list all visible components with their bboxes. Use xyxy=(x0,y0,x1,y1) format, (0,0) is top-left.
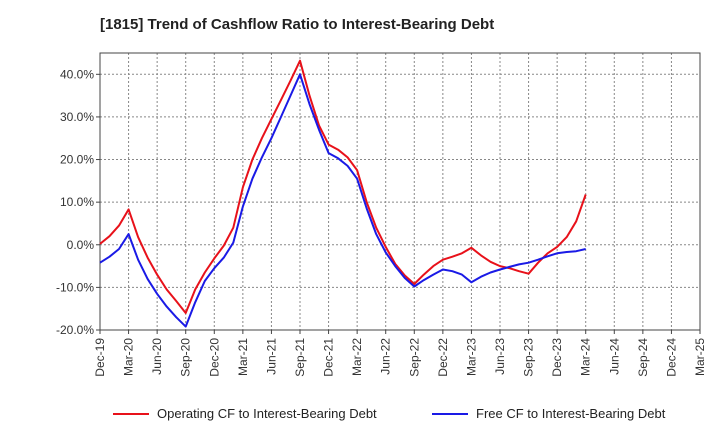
y-tick-label: -10.0% xyxy=(56,280,94,294)
x-tick-label: Dec-22 xyxy=(436,338,450,377)
legend-label-operating: Operating CF to Interest-Bearing Debt xyxy=(157,406,377,421)
legend-item-operating: Operating CF to Interest-Bearing Debt xyxy=(113,406,377,421)
operating-cf-line xyxy=(99,59,587,314)
x-tick-label: Sep-21 xyxy=(293,338,307,377)
x-tick-label: Mar-25 xyxy=(693,338,707,376)
x-tick-label: Mar-22 xyxy=(350,338,364,376)
y-tick-label: 0.0% xyxy=(67,238,95,252)
series-lines xyxy=(99,59,587,328)
y-tick-label: 40.0% xyxy=(60,67,94,81)
x-tick-label: Dec-24 xyxy=(664,338,678,377)
x-tick-label: Jun-20 xyxy=(150,338,164,375)
x-tick-label: Sep-22 xyxy=(407,338,421,377)
chart-title: [1815] Trend of Cashflow Ratio to Intere… xyxy=(100,16,495,33)
y-tick-label: 10.0% xyxy=(60,195,94,209)
axes xyxy=(96,52,701,334)
legend-swatch-free xyxy=(432,412,468,415)
y-tick-label: 30.0% xyxy=(60,110,94,124)
x-tick-label: Dec-23 xyxy=(550,338,564,377)
free-cf-line xyxy=(99,73,586,328)
legend-label-free: Free CF to Interest-Bearing Debt xyxy=(476,406,666,421)
legend-swatch-operating xyxy=(113,412,149,415)
y-tick-labels: -20.0% -10.0% 0.0% 10.0% 20.0% 30.0% 40.0% xyxy=(56,67,94,337)
x-tick-label: Sep-23 xyxy=(522,338,536,377)
x-tick-label: Mar-21 xyxy=(236,338,250,376)
x-tick-label: Jun-24 xyxy=(607,338,621,375)
legend: Operating CF to Interest-Bearing Debt Fr… xyxy=(0,400,720,430)
x-tick-label: Jun-22 xyxy=(379,338,393,375)
x-tick-label: Mar-24 xyxy=(579,338,593,376)
x-tick-label: Jun-21 xyxy=(264,338,278,375)
x-tick-label: Dec-20 xyxy=(207,338,221,377)
x-tick-label: Mar-20 xyxy=(122,338,136,376)
y-tick-label: -20.0% xyxy=(56,323,94,337)
x-tick-label: Sep-24 xyxy=(636,338,650,377)
grid-lines xyxy=(99,53,701,331)
line-chart: -20.0% -10.0% 0.0% 10.0% 20.0% 30.0% 40.0% Dec… xyxy=(56,52,707,377)
legend-item-free: Free CF to Interest-Bearing Debt xyxy=(432,406,665,421)
x-tick-label: Mar-23 xyxy=(464,338,478,376)
x-tick-labels: Dec-19 Mar-20 Jun-20 Sep-20 Dec-20 Mar-21 Jun-… xyxy=(93,338,707,377)
x-tick-label: Dec-19 xyxy=(93,338,107,377)
plot-frame xyxy=(99,52,701,331)
x-tick-label: Jun-23 xyxy=(493,338,507,375)
y-tick-label: 20.0% xyxy=(60,153,94,167)
x-tick-label: Dec-21 xyxy=(322,338,336,377)
x-tick-label: Sep-20 xyxy=(179,338,193,377)
